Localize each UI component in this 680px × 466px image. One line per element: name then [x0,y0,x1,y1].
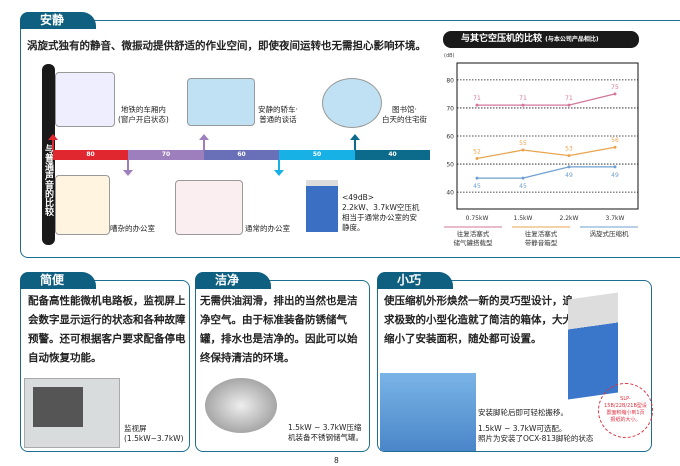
scale-segment-40: 40 [355,150,430,160]
clean-tab: 洁净 [195,272,271,289]
x-tick-label: 3.7kW [606,215,625,222]
example-compressor: <49dB> 2.2kW、3.7kW空压机相当于通常办公室的安静度。 [342,193,420,232]
y-tick-label: 80 [446,77,454,84]
chart-subtitle: (与本公司产品相比) [545,36,599,43]
simple-text: 配备高性能微机电路板，监视屏上会数字显示运行的状态和各种故障预警。还可根据客户要… [28,295,186,364]
data-label: 75 [611,84,619,91]
data-point [567,103,571,107]
tank-photo [205,378,277,433]
y-tick-label: 40 [446,190,454,197]
data-point [613,92,617,96]
arrow-down-icon [123,160,133,176]
compact-tab: 小巧 [377,272,453,289]
arrow-down-icon [274,160,284,176]
data-point [567,154,571,158]
y-axis-label: (dB) [444,53,455,59]
data-label: 45 [473,183,481,190]
library-illustration [322,78,382,128]
scale-segment-50: 50 [279,150,355,160]
noisy-office-illustration [55,175,110,235]
arrow-up-icon [48,134,58,150]
data-label: 49 [611,172,619,179]
compact-caption1: 安装脚轮后即可轻松搬移。 [478,408,568,417]
clean-caption: 1.5kW ~ 3.7kW压缩机装备不锈钢储气罐。 [288,423,363,442]
y-tick-label: 60 [446,134,454,141]
arrow-up-icon [199,134,209,150]
data-label: 52 [473,148,481,155]
simple-tab: 简便 [20,272,96,289]
data-label: 53 [565,146,573,153]
data-point [521,103,525,107]
data-point [613,165,617,169]
example-office: 通常的办公室 [245,224,290,233]
data-point [475,156,479,160]
example-noisy-office: 嘈杂的办公室 [110,224,155,233]
legend-label: 储气罐搭载型 [454,238,494,247]
y-tick-label: 50 [446,162,454,169]
x-tick-label: 1.5kW [514,215,533,222]
page-number: 8 [334,456,339,465]
monitor-photo [24,378,120,448]
data-label: 55 [519,140,527,147]
data-label: 71 [519,95,527,102]
data-label: 71 [565,95,573,102]
scale-segment-80: 80 [53,150,128,160]
quiet-tab: 安静 [20,12,96,29]
example-library: 图书馆· 白天的住宅街 [382,105,427,124]
legend-label: 带静音箱型 [525,238,558,247]
data-label: 56 [611,137,619,144]
compact-caption2: 1.5kW ~ 3.7kW可选配。 照片为安装了OCX-813脚轮的状态 [478,424,594,443]
data-point [521,148,525,152]
x-tick-label: 0.75kW [466,215,489,222]
example-subway: 地铁的车厢内 (窗户开启状态) [118,105,169,124]
data-point [475,103,479,107]
legend-label: 涡旋式压缩机 [590,229,630,238]
arrow-up-icon [350,134,360,150]
simple-caption: 监视屏 (1.5kW~3.7kW) [124,424,184,443]
quiet-description: 涡旋式独有的静音、微振动提供舒适的作业空间，即使夜间运转也无需担心影响环境。 [27,40,426,52]
car-illustration [187,78,255,126]
subway-illustration [55,72,115,127]
series-line [477,93,616,106]
scale-segment-70: 70 [128,150,204,160]
data-label: 45 [519,183,527,190]
newspaper-note: SLP-15B/22B/21B型设置面积缩小到1页报纸的大小。 [598,383,653,438]
y-tick-label: 70 [446,105,454,112]
series-line [477,166,615,179]
data-point [475,176,479,180]
side-label: 与普通声音的比较 [42,64,55,245]
chart-title: 与其它空压机的比较 [461,34,543,44]
series-line [476,146,616,160]
data-point [521,176,525,180]
compact-text: 使压缩机外形焕然一新的灵巧型设计，追求极致的小型化造就了简洁的箱体，大大缩小了安… [384,295,573,345]
compact-unit-photo [568,292,618,400]
office-illustration [175,180,243,235]
caster-photo [380,373,476,451]
chart-title-bar: 与其它空压机的比较 (与本公司产品相比) [443,31,639,48]
example-car: 安静的轿车· 普通的谈话 [258,105,298,124]
data-point [613,145,617,149]
data-label: 71 [473,95,481,102]
compressor-illustration [306,180,338,232]
scale-segment-60: 60 [204,150,279,160]
comparison-chart: (dB) 40 50 60 70 80 0.75kW 1.5kW 2.2kW 3.7kW 71 71 7… [444,53,639,247]
data-point [567,165,571,169]
x-tick-label: 2.2kW [560,215,579,222]
legend-label: 往复活塞式 [457,229,490,238]
legend-label: 往复活塞式 [525,229,558,238]
data-label: 49 [565,172,573,179]
clean-text: 无需供油润滑，排出的当然也是洁净空气。由于标准装备防锈储气罐，排水也是洁净的。因… [200,295,358,364]
